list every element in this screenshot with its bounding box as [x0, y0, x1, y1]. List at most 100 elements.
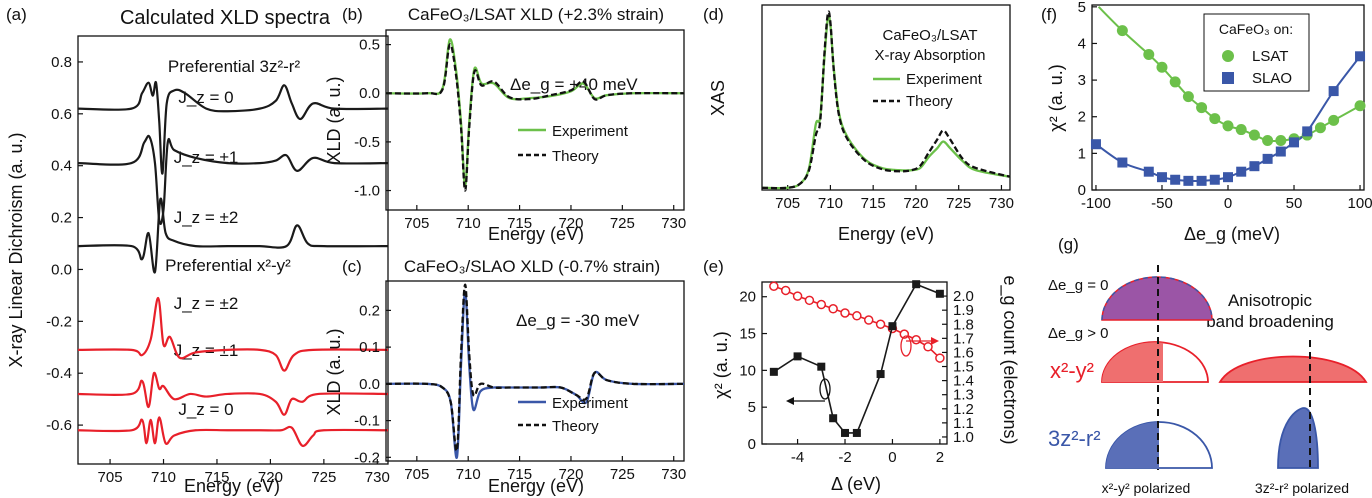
xld-curve-1: [77, 80, 389, 175]
chi2-point: [817, 362, 826, 371]
chi2-point: [769, 367, 778, 376]
lsat-point: [1328, 114, 1340, 126]
panel-a-frame: [77, 35, 389, 465]
lsat-point: [1275, 135, 1287, 147]
slao-point: [1236, 166, 1247, 177]
panel-a-ylabel: X-ray Linear Dichroism (a. u.): [6, 132, 26, 367]
panel-c-frame: [385, 280, 685, 462]
eg-count-point: [816, 299, 827, 310]
panel-b-frame: [385, 29, 685, 211]
slao-point: [1117, 157, 1128, 168]
x-tick-label: 50: [1286, 195, 1303, 212]
y-tick-label: 0: [748, 436, 756, 453]
panel-e-frame: [761, 281, 948, 445]
y-tick-label: 1.1: [953, 415, 974, 432]
x-tick-label: 715: [861, 195, 886, 212]
x-tick-label: 705: [404, 215, 429, 232]
theory-curve: [385, 283, 685, 452]
legend-label-theory: Theory: [552, 148, 599, 165]
panel-b-title: CaFeO₃/LSAT XLD (+2.3% strain): [408, 5, 664, 24]
slao-point: [1302, 126, 1313, 137]
y-tick-label: 1: [1078, 145, 1086, 162]
eg-count-point: [923, 342, 933, 352]
lsat-point: [1156, 61, 1168, 73]
panel-f: (f) χ² (a. u.) Δe_g (meV) -100 -50 0 50 1005…: [1041, 0, 1372, 245]
y-tick-label: -0.1: [354, 413, 380, 430]
panel-e-xlabel: Δ (eV): [831, 474, 881, 494]
chi2-point: [876, 370, 885, 379]
y-tick-label: -0.5: [354, 134, 380, 151]
x-tick-label: 705: [98, 469, 123, 486]
y-tick-label: 20: [739, 289, 756, 306]
xld-curve-2: [77, 134, 389, 225]
panel-a-xlabel: Energy (eV): [184, 476, 280, 496]
eg-count-point: [828, 304, 838, 314]
slao-point: [1262, 153, 1273, 164]
y-tick-label: 2: [1078, 109, 1086, 126]
panel-b-annotation: Δe_g = +40 meV: [510, 75, 638, 94]
x-tick-label: 730: [661, 466, 686, 483]
panel-a-curve-label-6: J_z = 0: [178, 400, 233, 419]
legend-label-theory: Theory: [906, 93, 953, 110]
panel-d-ylabel: XAS: [708, 80, 728, 116]
y-tick-label: 0.0: [359, 85, 380, 102]
lsat-point: [1314, 122, 1326, 134]
lsat-point: [1143, 48, 1155, 60]
panel-a-curve-label-3: J_z = ±2: [174, 208, 239, 227]
chi2-point: [912, 280, 921, 289]
lsat-point: [1196, 102, 1208, 114]
panel-a: (a) Calculated XLD spectra X-ray Linear …: [6, 5, 390, 496]
panel-b-label: (b): [342, 5, 363, 24]
band-3z2r2-shifted-fill: [1106, 422, 1159, 468]
band-x2y2-broadened: [1218, 355, 1368, 383]
black-series-marker-ellipse: [819, 378, 831, 400]
panel-d-label: (d): [703, 5, 724, 24]
x-tick-label: 715: [507, 466, 532, 483]
slao-point: [1090, 139, 1101, 150]
panel-a-group2-label: Preferential x²-y²: [165, 256, 291, 275]
lsat-point: [1235, 124, 1247, 136]
slao-point: [1170, 174, 1181, 185]
slao-point: [1355, 51, 1366, 62]
panel-f-ylabel: χ² (a. u.): [1046, 64, 1066, 131]
x-tick-label: 720: [903, 195, 928, 212]
x-tick-label: 725: [610, 466, 635, 483]
y-tick-label: 5: [1078, 0, 1086, 16]
y-tick-label: 1.8: [953, 316, 974, 333]
y-tick-label: 0.0: [51, 261, 72, 278]
eg-count-point: [804, 295, 815, 306]
slao-point: [1143, 166, 1154, 177]
x-tick-label: 720: [558, 466, 583, 483]
xld-curve-3: [77, 197, 389, 274]
legend-marker-slao: [1222, 72, 1234, 84]
panel-g-orbital-x2y2: x²-y²: [1050, 358, 1094, 383]
panel-f-label: (f): [1041, 5, 1057, 24]
legend-label-experiment: Experiment: [906, 71, 983, 88]
y-tick-label: 1.2: [953, 401, 974, 418]
slao-point: [1289, 137, 1300, 148]
x-tick-label: 705: [404, 466, 429, 483]
panel-c-ylabel: XLD (a. u.): [324, 328, 344, 415]
lsat-point: [1248, 129, 1260, 141]
lsat-point: [1354, 100, 1366, 112]
y-tick-label: 4: [1078, 35, 1086, 52]
panel-c-label: (c): [342, 257, 362, 276]
eg-count-point: [863, 315, 874, 325]
panel-c-annotation: Δe_g = -30 meV: [516, 311, 640, 330]
x-tick-label: 705: [775, 195, 800, 212]
panel-a-group1-label: Preferential 3z²-r²: [168, 57, 301, 76]
legend-label-experiment: Experiment: [552, 395, 629, 412]
y-tick-label: 0.4: [51, 158, 72, 175]
panel-a-curve-label-4: J_z = ±2: [174, 294, 239, 313]
panel-b-xlabel: Energy (eV): [488, 224, 584, 244]
y-tick-label: 2.0: [953, 288, 974, 305]
x-tick-label: 730: [661, 215, 686, 232]
y-tick-label: 10: [739, 362, 756, 379]
band-3z2r2-unbroadened: [1101, 276, 1213, 321]
xld-curve-6: [77, 416, 389, 447]
panel-a-title: Calculated XLD spectra: [120, 7, 331, 29]
x-tick-label: -50: [1151, 195, 1173, 212]
chi2-point: [829, 414, 838, 423]
x-tick-label: -100: [1081, 195, 1111, 212]
